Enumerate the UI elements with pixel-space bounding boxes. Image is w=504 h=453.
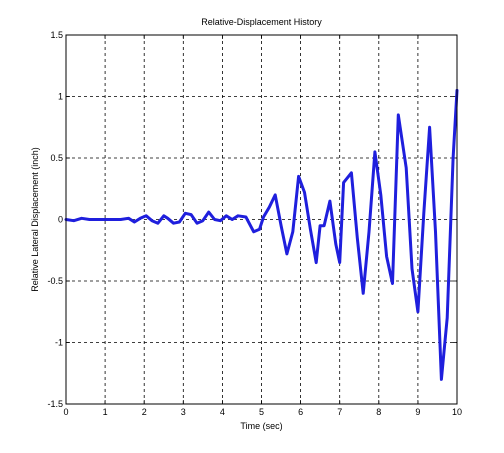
x-tick-labels: 0 1 2 3 4 5 6 7 8 9 10 xyxy=(63,407,462,417)
y-tick-labels: -1.5 -1 -0.5 0 0.5 1 1.5 xyxy=(47,30,63,409)
x-tick-label: 1 xyxy=(103,407,108,417)
y-tick-label: 1.5 xyxy=(50,30,63,40)
plot-frame xyxy=(65,34,458,405)
y-tick-label: 0.5 xyxy=(50,153,63,163)
y-tick-label: -1.5 xyxy=(47,399,63,409)
x-axis-label: Time (sec) xyxy=(240,421,282,431)
x-tick-label: 10 xyxy=(452,407,462,417)
chart-title: Relative-Displacement History xyxy=(201,17,322,27)
x-tick-label: 3 xyxy=(181,407,186,417)
series-line xyxy=(64,88,459,381)
x-tick-label: 2 xyxy=(142,407,147,417)
x-tick-label: 0 xyxy=(63,407,68,417)
x-tick-label: 7 xyxy=(337,407,342,417)
x-tick-label: 4 xyxy=(220,407,225,417)
y-tick-label: -1 xyxy=(55,338,63,348)
y-tick-label: 0 xyxy=(58,215,63,225)
y-axis-label: Relative Lateral Displacement (inch) xyxy=(30,147,40,292)
y-tick-label: 1 xyxy=(58,92,63,102)
x-tick-label: 8 xyxy=(376,407,381,417)
x-tick-label: 5 xyxy=(259,407,264,417)
y-tick-label: -0.5 xyxy=(47,276,63,286)
x-tick-label: 9 xyxy=(415,407,420,417)
x-tick-label: 6 xyxy=(298,407,303,417)
